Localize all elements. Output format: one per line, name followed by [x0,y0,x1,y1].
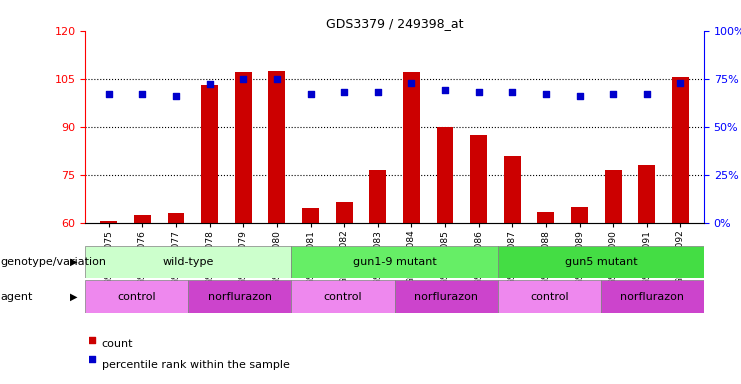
Point [237,76,249,82]
Point [641,91,653,97]
Bar [291,246,498,278]
Bar [471,135,487,223]
Bar [639,165,655,223]
Bar [394,280,498,313]
Point [103,91,115,97]
Bar [167,213,185,223]
Point [338,89,350,95]
Text: percentile rank within the sample: percentile rank within the sample [102,360,290,370]
Point [607,91,619,97]
Bar [571,207,588,223]
Bar [403,72,420,223]
Text: wild-type: wild-type [163,257,214,267]
Point [439,87,451,93]
Bar [235,72,252,223]
Text: genotype/variation: genotype/variation [1,257,107,267]
Text: control: control [118,291,156,302]
Bar [134,215,150,223]
Point [271,76,283,82]
Text: ▶: ▶ [70,257,78,267]
Point [136,91,148,97]
Text: norflurazon: norflurazon [208,291,272,302]
Point [473,89,485,95]
Text: control: control [530,291,568,302]
Bar [605,170,622,223]
Bar [291,280,394,313]
Text: count: count [102,339,133,349]
Bar [436,127,453,223]
Bar [369,170,386,223]
Title: GDS3379 / 249398_at: GDS3379 / 249398_at [326,17,463,30]
Text: agent: agent [1,291,33,302]
Bar [302,209,319,223]
Text: ▶: ▶ [70,291,78,302]
Bar [202,85,218,223]
Point [372,89,384,95]
Bar [537,212,554,223]
Point [170,93,182,99]
Bar [498,280,601,313]
Text: norflurazon: norflurazon [620,291,685,302]
Bar [672,77,689,223]
Bar [336,202,353,223]
Point [674,79,686,86]
Bar [498,246,704,278]
Text: gun5 mutant: gun5 mutant [565,257,637,267]
Bar [85,280,188,313]
Bar [85,246,291,278]
Point [506,89,518,95]
Text: norflurazon: norflurazon [414,291,478,302]
Point [540,91,552,97]
Bar [100,221,117,223]
Point [574,93,585,99]
Bar [268,71,285,223]
Bar [188,280,291,313]
Bar [601,280,704,313]
Point [305,91,316,97]
Point [169,84,181,91]
Text: gun1-9 mutant: gun1-9 mutant [353,257,436,267]
Point [405,79,417,86]
Text: control: control [324,291,362,302]
Bar [504,156,521,223]
Point [169,259,181,265]
Point [204,81,216,88]
